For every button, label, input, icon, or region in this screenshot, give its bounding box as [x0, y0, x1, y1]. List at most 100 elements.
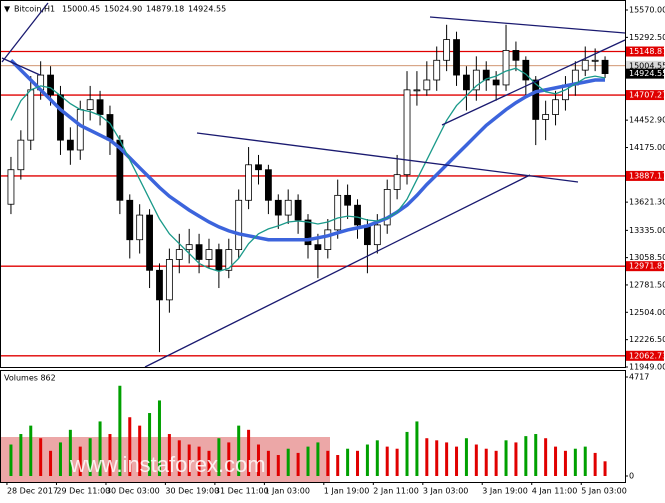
ohlc-label: 14924.55 — [188, 5, 226, 14]
candle-body — [255, 164, 262, 171]
volume-bar — [247, 429, 251, 476]
volume-bar — [68, 429, 72, 476]
candle-body — [542, 114, 550, 120]
candle-body — [334, 194, 342, 231]
y-tick-label: 13621.30 — [629, 198, 665, 207]
trend-lines — [1, 2, 626, 368]
volume-bar — [346, 448, 350, 476]
level-box — [626, 261, 664, 272]
x-tick-label: 29 Dec 11:00 — [56, 487, 110, 496]
volume-bar — [157, 400, 161, 476]
volume-bar — [534, 434, 538, 476]
candle-body — [294, 199, 302, 221]
trend-line — [196, 132, 579, 183]
y-tick-label: 15570.00 — [629, 6, 665, 15]
candle-body — [66, 139, 74, 151]
volume-bar — [39, 438, 43, 476]
volume-bar — [227, 442, 231, 476]
candle-body — [96, 99, 104, 115]
y-tick-label: 15292.50 — [629, 33, 665, 42]
candle-body — [274, 199, 282, 216]
x-tick-label: 3 Jan 19:00 — [482, 487, 528, 496]
y-tick-label: 14175.00 — [629, 143, 665, 152]
candle-body — [264, 169, 272, 201]
candle-body — [205, 249, 213, 260]
volume-bar — [365, 444, 369, 476]
x-tick-label: 2 Jan 11:00 — [373, 487, 419, 496]
y-tick-label: 12504.00 — [629, 308, 665, 317]
trend-line — [429, 16, 626, 34]
candle-body — [225, 249, 233, 271]
header-arrow: ▼ — [4, 5, 11, 14]
candle-body — [215, 249, 223, 271]
plot — [1, 24, 625, 476]
y-tick-label: 13058.50 — [629, 253, 665, 262]
volume-bar — [286, 448, 290, 476]
candle-body — [304, 219, 312, 246]
volume-bar — [603, 461, 607, 476]
volume-bar — [563, 450, 567, 476]
volume-bar — [544, 438, 548, 476]
candle-body — [86, 99, 94, 110]
y-tick-label: 14452.90 — [629, 116, 665, 125]
volume-bar — [177, 440, 181, 476]
x-tick-label: 5 Jan 03:00 — [581, 487, 627, 496]
watermark-band — [0, 437, 330, 483]
moving-average — [10, 67, 606, 272]
candle-body — [453, 39, 460, 76]
volume-bar — [306, 446, 310, 476]
candle-body — [27, 89, 35, 141]
volume-bar — [296, 452, 300, 476]
ohlc-label: 14879.18 — [146, 5, 184, 14]
volume-bar — [425, 438, 429, 476]
candle-body — [146, 214, 153, 271]
volume-bar — [593, 452, 597, 476]
candle-body — [492, 79, 500, 86]
volume-bar — [464, 438, 468, 476]
candle-body — [522, 59, 530, 81]
volume-bar — [524, 436, 528, 476]
y-tick-label: 12781.50 — [629, 280, 665, 289]
ohlc-label: 15000.45 — [62, 5, 100, 14]
candle-body — [47, 74, 54, 96]
moving-average — [9, 59, 605, 242]
volume-title: Volumes 862 — [4, 374, 56, 383]
volume-bar — [356, 450, 360, 476]
candle-body — [126, 199, 134, 241]
candle-body — [552, 99, 559, 115]
candle-body — [393, 174, 401, 190]
volume-bar — [484, 448, 488, 476]
level-box — [626, 350, 664, 361]
volume-bar — [58, 442, 62, 476]
volume-bar — [78, 446, 82, 476]
candle-body — [17, 139, 25, 171]
candle-body — [165, 259, 173, 301]
candle-body — [601, 59, 609, 74]
candle-body — [502, 50, 510, 86]
candle-body — [591, 59, 599, 62]
candle-body — [472, 69, 480, 91]
volume-bar — [118, 385, 122, 476]
volume-bar — [554, 446, 558, 476]
x-tick-label: 28 Dec 2017 — [7, 487, 58, 496]
candle-body — [185, 244, 193, 250]
volume-bar — [187, 444, 191, 476]
volume-bar — [316, 442, 320, 476]
candle-body — [413, 89, 421, 92]
volume-bar — [474, 444, 478, 476]
candle-body — [373, 224, 381, 246]
volume-bar — [237, 425, 241, 476]
volume-bar — [108, 434, 112, 476]
level-box — [626, 46, 664, 57]
volume-bar — [455, 446, 459, 476]
price-frame — [0, 0, 626, 368]
volume-bar — [583, 446, 587, 476]
y-tick-label: 13335.00 — [629, 226, 665, 235]
x-tick-label: 1 Jan 03:00 — [264, 487, 310, 496]
volume-bar — [514, 442, 518, 476]
volume-bar — [256, 444, 260, 476]
volume-bar — [573, 448, 577, 476]
y-tick-label: 11949.00 — [629, 363, 665, 372]
volume-bar — [385, 446, 389, 476]
